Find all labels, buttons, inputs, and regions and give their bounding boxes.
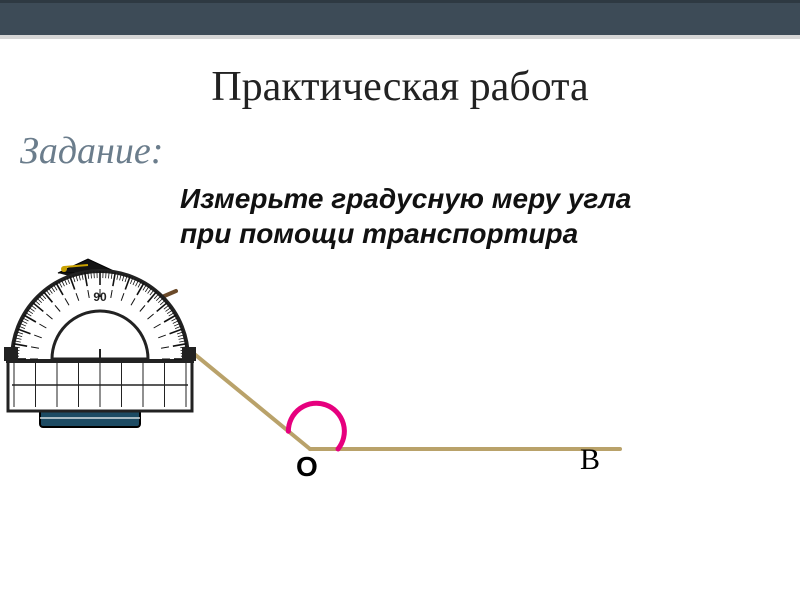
instruction-line-1: Измерьте градусную меру угла xyxy=(180,183,631,214)
page-title: Практическая работа xyxy=(0,63,800,111)
point-label-B: B xyxy=(580,443,600,477)
figure-canvas: A O B 90 xyxy=(0,251,800,600)
svg-text:90: 90 xyxy=(93,290,107,304)
task-subtitle: Задание: xyxy=(20,129,800,173)
task-instruction: Измерьте градусную меру угла при помощи … xyxy=(180,181,800,251)
top-bar xyxy=(0,0,800,39)
point-label-O: O xyxy=(296,451,318,483)
protractor-illustration: 90 xyxy=(0,251,200,421)
instruction-line-2: при помощи транспортира xyxy=(180,218,578,249)
